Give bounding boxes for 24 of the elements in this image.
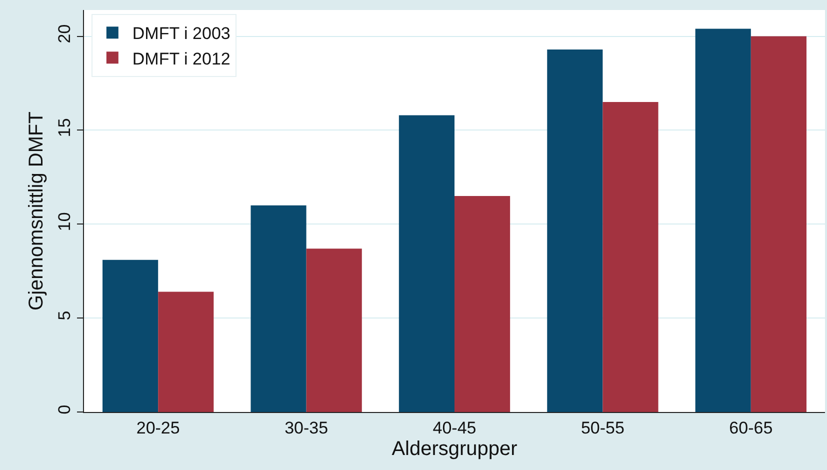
bar <box>750 36 806 412</box>
x-tick-label: 30-35 <box>284 418 328 438</box>
bar <box>602 102 658 412</box>
y-tick-label: 20 <box>55 24 74 44</box>
bar <box>250 205 306 412</box>
y-tick-label: 5 <box>55 310 74 320</box>
bar <box>547 49 603 412</box>
y-axis-title: Gjennomsnittlig DMFT <box>26 112 48 310</box>
bar <box>158 292 214 412</box>
bar <box>398 115 454 412</box>
bar <box>454 196 510 412</box>
x-tick-label: 50-55 <box>580 418 624 438</box>
x-tick-label: 60-65 <box>729 418 773 438</box>
bar <box>695 28 751 412</box>
legend-label: DMFT i 2003 <box>132 24 230 44</box>
y-tick-label: 15 <box>55 118 74 138</box>
legend-label: DMFT i 2012 <box>132 49 230 68</box>
x-tick-label: 20-25 <box>136 418 180 438</box>
y-tick-label: 10 <box>55 212 74 232</box>
y-tick-label: 0 <box>55 404 74 414</box>
bar <box>306 248 362 412</box>
x-tick-label: 40-45 <box>432 418 476 438</box>
x-axis-title: Aldersgrupper <box>392 438 518 460</box>
bar <box>102 260 158 412</box>
